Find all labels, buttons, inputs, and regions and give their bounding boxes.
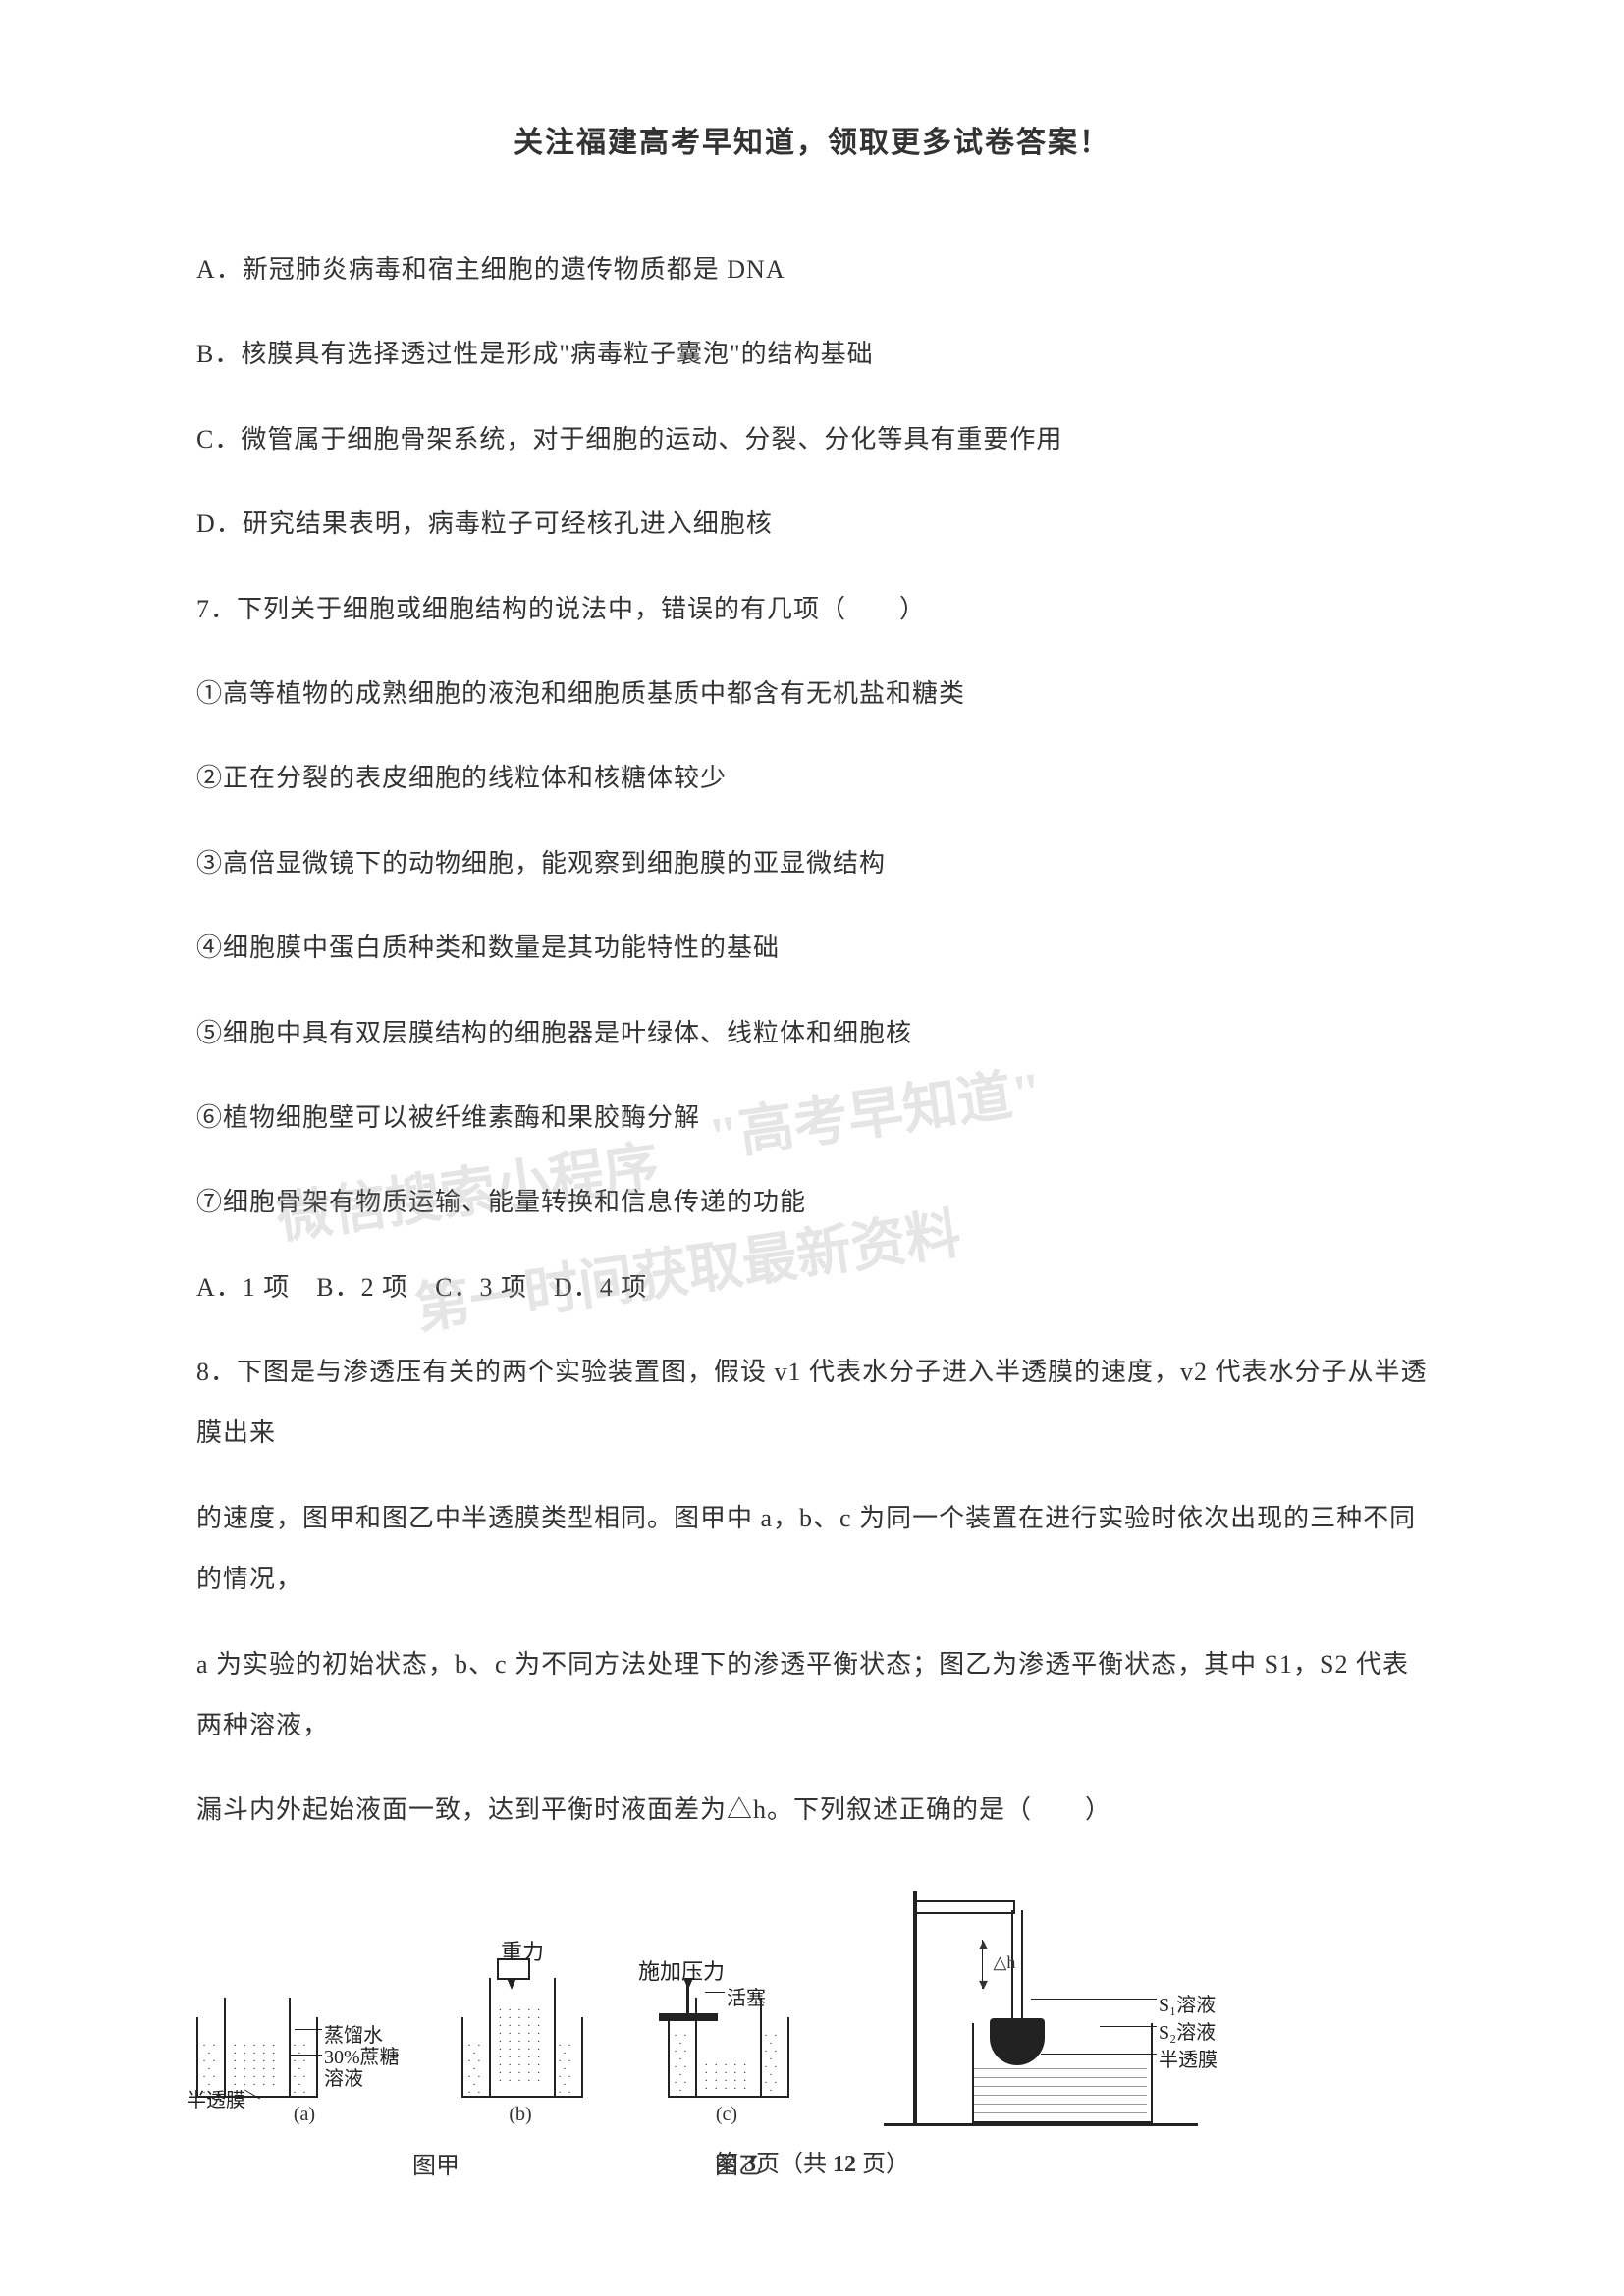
q7-s6: ⑥植物细胞壁可以被纤维素酶和果胶酶分解 [196,1088,1428,1148]
q7-s1: ①高等植物的成熟细胞的液泡和细胞质基质中都含有无机盐和糖类 [196,664,1428,724]
q6-option-b: B．核膜具有选择透过性是形成"病毒粒子囊泡"的结构基础 [196,324,1428,385]
q7-s3: ③高倍显微镜下的动物细胞，能观察到细胞膜的亚显微结构 [196,833,1428,894]
q7-s2: ②正在分裂的表皮细胞的线粒体和核糖体较少 [196,748,1428,809]
s1-label: S₁溶液 [1159,1989,1216,2017]
figure-jia-c: 施加压力 活塞 · · ·· · ·· · ·· · ·· · ·· · ·· … [628,1990,825,2126]
q7-s5: ⑤细胞中具有双层膜结构的细胞器是叶绿体、线粒体和细胞核 [196,1003,1428,1064]
figure-jia-a: · · ·· · ·· · ·· · ·· · ·· · · · · ·· · … [196,1990,412,2126]
figure-jia-group: · · ·· · ·· · ·· · ·· · ·· · · · · ·· · … [196,1970,825,2126]
annot-membrane: 半透膜 [187,2084,245,2112]
fig-b-label: (b) [452,2104,589,2126]
page-number: 第 3页（共 12 页） [715,2152,909,2177]
label-pressure: 施加压力 [638,1954,725,1986]
figure-yi: ▴ ▾ △h S₁溶液 S₂溶液 半透膜 [884,1871,1237,2126]
q8-stem-2: 的速度，图甲和图乙中半透膜类型相同。图甲中 a，b、c 为同一个装置在进行实验时… [196,1488,1428,1611]
figure-jia-b: 重力 · · ·· · ·· · ·· · ·· · ·· · · · · ··… [452,1970,589,2126]
q8-stem-4: 漏斗内外起始液面一致，达到平衡时液面差为△h。下列叙述正确的是（ ） [196,1780,1428,1841]
q7-options: A．1 项 B．2 项 C．3 项 D．4 项 [196,1257,1428,1318]
figure-row: · · ·· · ·· · ·· · ·· · ·· · · · · ·· · … [196,1871,1428,2126]
membrane-label: 半透膜 [1159,2044,1218,2072]
q8-stem-1: 8．下图是与渗透压有关的两个实验装置图，假设 v1 代表水分子进入半透膜的速度，… [196,1342,1428,1465]
fig-c-label: (c) [628,2104,825,2126]
header-title: 关注福建高考早知道，领取更多试卷答案！ [196,118,1428,161]
page-footer: 第 3页（共 12 页） [0,2144,1624,2178]
q6-option-d: D．研究结果表明，病毒粒子可经核孔进入细胞核 [196,494,1428,555]
page-container: 关注福建高考早知道，领取更多试卷答案！ A．新冠肺炎病毒和宿主细胞的遗传物质都是… [0,0,1624,2259]
q8-stem-3: a 为实验的初始状态，b、c 为不同方法处理下的渗透平衡状态；图乙为渗透平衡状态… [196,1634,1428,1757]
q7-s7: ⑦细胞骨架有物质运输、能量转换和信息传递的功能 [196,1172,1428,1233]
annot-sucrose-2: 溶液 [324,2062,363,2091]
q6-option-c: C．微管属于细胞骨架系统，对于细胞的运动、分裂、分化等具有重要作用 [196,409,1428,470]
q6-option-a: A．新冠肺炎病毒和宿主细胞的遗传物质都是 DNA [196,240,1428,300]
delta-h-label: ▴ ▾ △h [982,1940,1015,1989]
q7-stem: 7．下列关于细胞或细胞结构的说法中，错误的有几项（ ） [196,579,1428,640]
s2-label: S₂溶液 [1159,2016,1216,2045]
q7-s4: ④细胞膜中蛋白质种类和数量是其功能特性的基础 [196,918,1428,979]
